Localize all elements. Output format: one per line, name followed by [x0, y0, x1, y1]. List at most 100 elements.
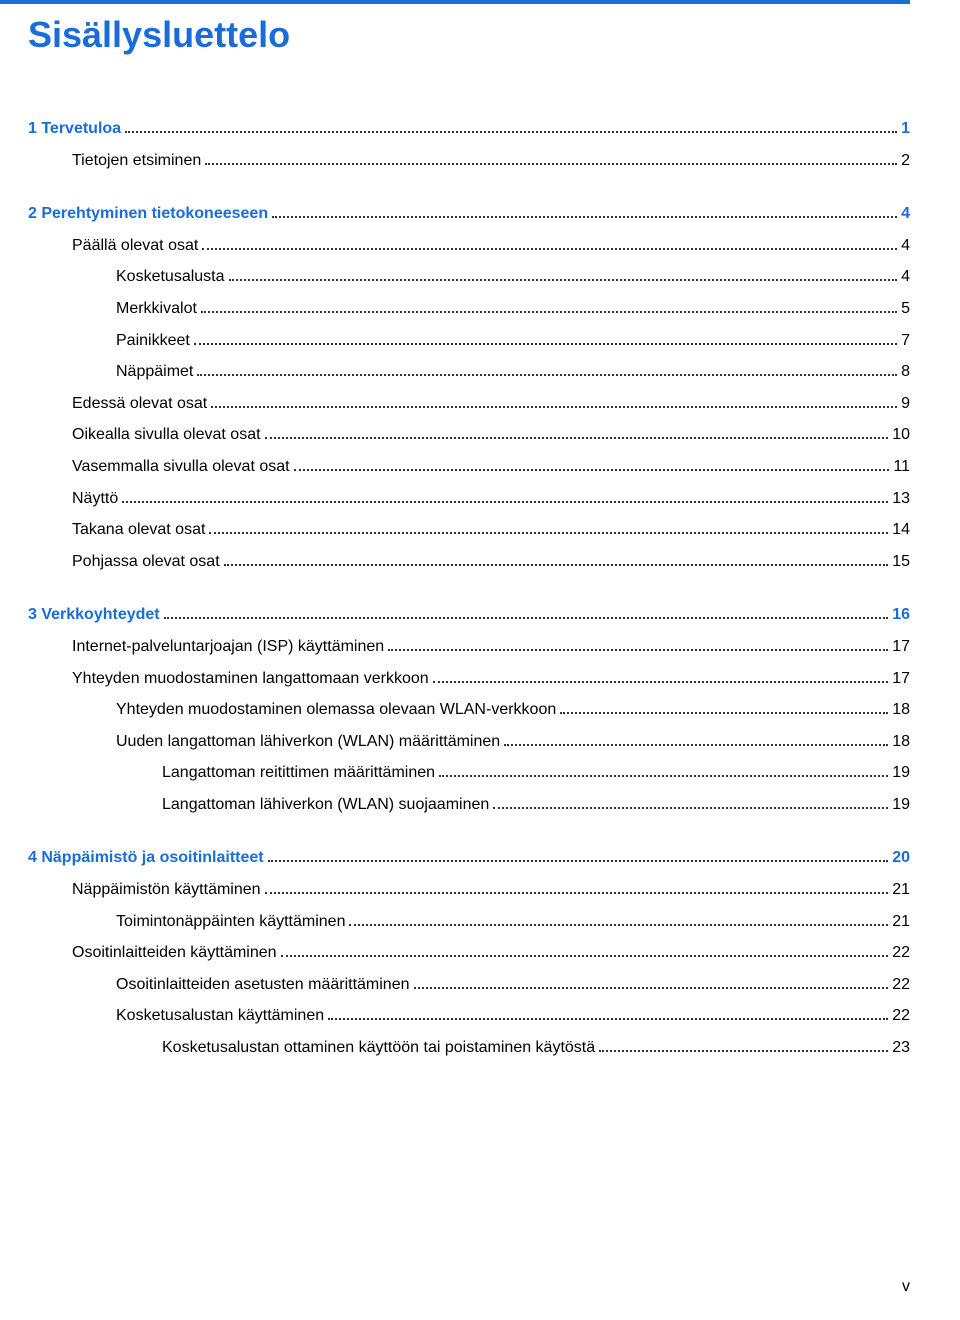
toc-label: Painikkeet	[116, 328, 190, 354]
toc-entry[interactable]: Kosketusalustan ottaminen käyttöön tai p…	[28, 1035, 910, 1061]
toc-entry[interactable]: Näppäimet8	[28, 359, 910, 385]
section-gap	[28, 580, 910, 602]
toc-entry[interactable]: Kosketusalusta4	[28, 264, 910, 290]
toc-leader	[229, 279, 898, 281]
toc-page: 4	[901, 201, 910, 227]
toc-label: 3 Verkkoyhteydet	[28, 602, 160, 628]
toc-leader	[599, 1050, 888, 1052]
toc-leader	[211, 406, 897, 408]
toc-leader	[209, 532, 888, 534]
toc-page: 2	[901, 148, 910, 174]
toc-entry[interactable]: Toimintonäppäinten käyttäminen21	[28, 909, 910, 935]
toc-leader	[197, 374, 897, 376]
toc-page: 7	[901, 328, 910, 354]
toc-entry[interactable]: 4 Näppäimistö ja osoitinlaitteet 20	[28, 845, 910, 871]
toc-page: 19	[892, 760, 910, 786]
toc-leader	[201, 311, 897, 313]
toc-label: Osoitinlaitteiden asetusten määrittämine…	[116, 972, 410, 998]
toc-label: Kosketusalustan käyttäminen	[116, 1003, 324, 1029]
toc-label: Merkkivalot	[116, 296, 197, 322]
toc-page: 9	[901, 391, 910, 417]
toc-entry[interactable]: Pohjassa olevat osat15	[28, 549, 910, 575]
toc-label: Vasemmalla sivulla olevat osat	[72, 454, 290, 480]
toc-entry[interactable]: Päällä olevat osat4	[28, 233, 910, 259]
toc-leader	[294, 469, 890, 471]
toc-entry[interactable]: 3 Verkkoyhteydet16	[28, 602, 910, 628]
toc-label: Kosketusalustan ottaminen käyttöön tai p…	[162, 1035, 595, 1061]
toc-label: 2 Perehtyminen tietokoneeseen	[28, 201, 268, 227]
table-of-contents: 1 Tervetuloa1 Tietojen etsiminen2 2 Pereht…	[28, 116, 910, 1061]
toc-label: Kosketusalusta	[116, 264, 225, 290]
toc-label: Osoitinlaitteiden käyttäminen	[72, 940, 277, 966]
page-content: Sisällysluettelo 1 Tervetuloa1 Tietojen e…	[0, 4, 960, 1061]
toc-leader	[388, 649, 888, 651]
section-gap	[28, 179, 910, 201]
toc-label: Oikealla sivulla olevat osat	[72, 422, 261, 448]
toc-label: Edessä olevat osat	[72, 391, 207, 417]
toc-entry[interactable]: Kosketusalustan käyttäminen 22	[28, 1003, 910, 1029]
toc-page: 22	[892, 972, 910, 998]
toc-entry[interactable]: Merkkivalot 5	[28, 296, 910, 322]
toc-page: 5	[901, 296, 910, 322]
toc-page: 22	[892, 1003, 910, 1029]
toc-leader	[265, 892, 889, 894]
toc-leader	[414, 987, 889, 989]
toc-label: 1 Tervetuloa	[28, 116, 121, 142]
toc-label: 4 Näppäimistö ja osoitinlaitteet	[28, 845, 264, 871]
toc-leader	[439, 775, 888, 777]
toc-entry[interactable]: 2 Perehtyminen tietokoneeseen 4	[28, 201, 910, 227]
toc-label: Toimintonäppäinten käyttäminen	[116, 909, 345, 935]
toc-page: 10	[892, 422, 910, 448]
toc-page: 21	[892, 877, 910, 903]
toc-entry[interactable]: 1 Tervetuloa1	[28, 116, 910, 142]
toc-entry[interactable]: Näyttö13	[28, 486, 910, 512]
toc-leader	[493, 807, 888, 809]
toc-leader	[122, 501, 888, 503]
page-title: Sisällysluettelo	[28, 14, 910, 56]
toc-entry[interactable]: Langattoman reitittimen määrittäminen 19	[28, 760, 910, 786]
toc-page: 17	[892, 666, 910, 692]
toc-entry[interactable]: Langattoman lähiverkon (WLAN) suojaamine…	[28, 792, 910, 818]
toc-entry[interactable]: Yhteyden muodostaminen langattomaan verk…	[28, 666, 910, 692]
toc-leader	[268, 860, 889, 862]
toc-entry[interactable]: Osoitinlaitteiden käyttäminen 22	[28, 940, 910, 966]
toc-page: 14	[892, 517, 910, 543]
toc-leader	[265, 437, 889, 439]
toc-label: Internet-palveluntarjoajan (ISP) käyttäm…	[72, 634, 384, 660]
toc-entry[interactable]: Takana olevat osat 14	[28, 517, 910, 543]
toc-page: 17	[892, 634, 910, 660]
toc-leader	[328, 1018, 888, 1020]
toc-label: Yhteyden muodostaminen langattomaan verk…	[72, 666, 429, 692]
toc-leader	[281, 955, 889, 957]
toc-label: Langattoman lähiverkon (WLAN) suojaamine…	[162, 792, 489, 818]
toc-entry[interactable]: Edessä olevat osat 9	[28, 391, 910, 417]
toc-label: Näppäimistön käyttäminen	[72, 877, 261, 903]
section-gap	[28, 823, 910, 845]
toc-page: 22	[892, 940, 910, 966]
toc-page: 20	[892, 845, 910, 871]
toc-entry[interactable]: Internet-palveluntarjoajan (ISP) käyttäm…	[28, 634, 910, 660]
toc-entry[interactable]: Oikealla sivulla olevat osat 10	[28, 422, 910, 448]
toc-label: Takana olevat osat	[72, 517, 205, 543]
toc-entry[interactable]: Uuden langattoman lähiverkon (WLAN) määr…	[28, 729, 910, 755]
toc-leader	[205, 163, 897, 165]
toc-entry[interactable]: Osoitinlaitteiden asetusten määrittämine…	[28, 972, 910, 998]
toc-leader	[560, 712, 888, 714]
toc-leader	[272, 216, 897, 218]
toc-label: Yhteyden muodostaminen olemassa olevaan …	[116, 697, 556, 723]
toc-leader	[349, 924, 888, 926]
toc-leader	[224, 564, 889, 566]
toc-entry[interactable]: Vasemmalla sivulla olevat osat11	[28, 454, 910, 480]
toc-leader	[125, 131, 897, 133]
toc-page: 23	[892, 1035, 910, 1061]
toc-label: Langattoman reitittimen määrittäminen	[162, 760, 435, 786]
toc-page: 13	[892, 486, 910, 512]
toc-leader	[164, 617, 889, 619]
toc-page: 19	[892, 792, 910, 818]
toc-page: 15	[892, 549, 910, 575]
toc-leader	[202, 248, 897, 250]
toc-entry[interactable]: Yhteyden muodostaminen olemassa olevaan …	[28, 697, 910, 723]
toc-entry[interactable]: Tietojen etsiminen2	[28, 148, 910, 174]
toc-entry[interactable]: Painikkeet 7	[28, 328, 910, 354]
toc-entry[interactable]: Näppäimistön käyttäminen 21	[28, 877, 910, 903]
